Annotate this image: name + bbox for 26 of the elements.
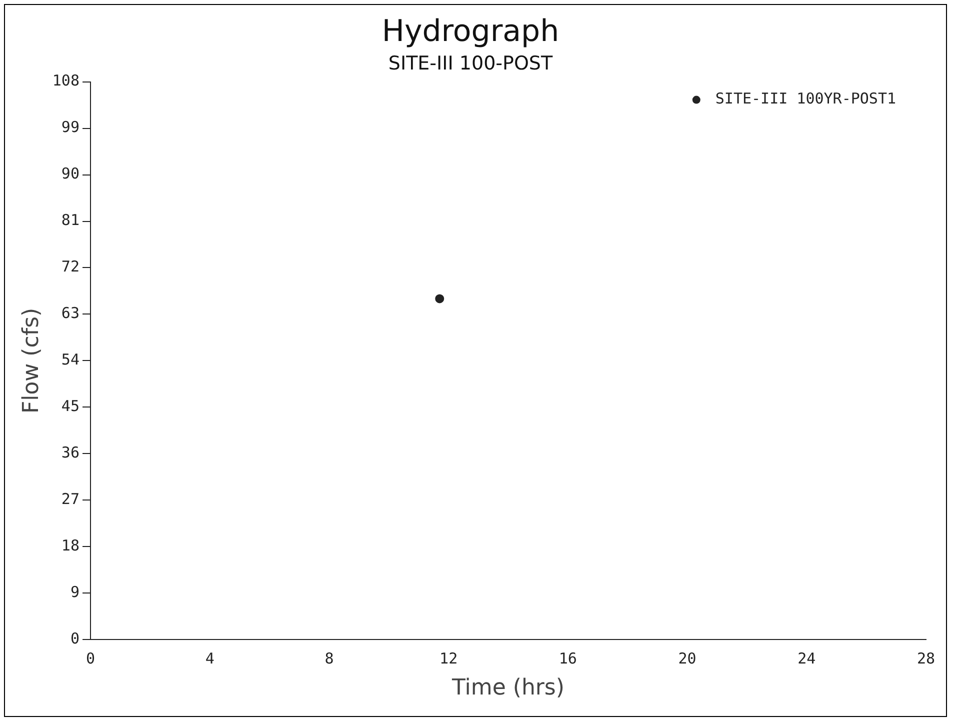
y-tick-label: 81 xyxy=(61,211,80,230)
x-tick-label: 28 xyxy=(916,649,936,668)
x-axis-title: Time (hrs) xyxy=(451,676,564,701)
chart-title: Hydrograph xyxy=(382,14,560,49)
y-tick-label: 72 xyxy=(61,258,80,276)
y-tick-label: 63 xyxy=(61,304,80,322)
y-tick-label: 9 xyxy=(70,583,80,602)
legend-label: SITE-III 100YR-POST1 xyxy=(715,90,896,108)
y-tick-label: 99 xyxy=(61,118,80,136)
x-tick-label: 12 xyxy=(440,649,458,668)
chart-subtitle: SITE-III 100-POST xyxy=(388,52,553,74)
x-tick-label: 4 xyxy=(205,649,214,668)
x-tick-label: 16 xyxy=(558,649,577,668)
x-tick-label: 8 xyxy=(324,649,334,668)
x-tick-label: 20 xyxy=(678,649,696,668)
x-tick-label: 24 xyxy=(798,649,816,668)
y-tick-label: 54 xyxy=(61,350,80,369)
y-tick-label: 18 xyxy=(61,536,80,555)
y-tick-label: 0 xyxy=(70,629,80,648)
y-axis-title: Flow (cfs) xyxy=(18,308,44,414)
y-tick-label: 108 xyxy=(52,72,80,90)
y-tick-label: 36 xyxy=(61,444,80,462)
y-tick-label: 90 xyxy=(61,164,80,183)
x-tick-label: 0 xyxy=(86,649,96,668)
y-tick-label: 45 xyxy=(61,397,80,416)
y-tick-label: 27 xyxy=(61,490,80,508)
